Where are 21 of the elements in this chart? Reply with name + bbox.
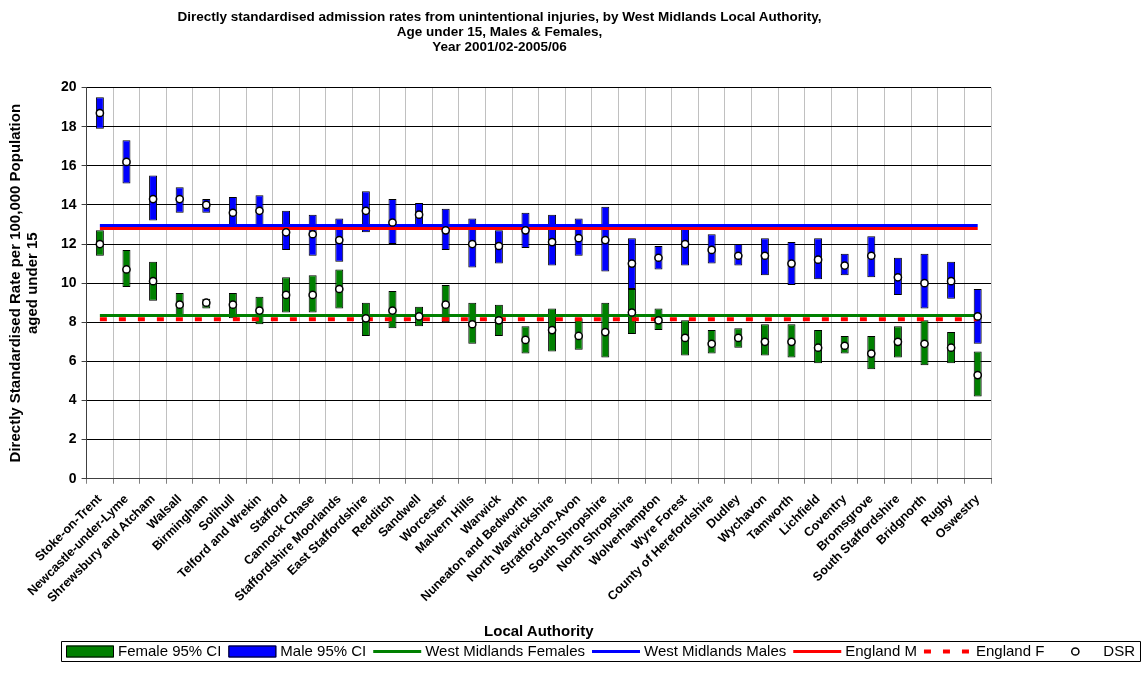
y-tick-label: 0 — [68, 469, 77, 486]
chart-title: Directly standardised admission rates from unintentional injuries, by West Midlands Local Authority, Age under 15, Males & Females, Year 2001/02-2005/06 — [177, 9, 822, 54]
legend-label: England M — [845, 641, 917, 659]
y-tick-label: 8 — [68, 313, 77, 330]
y-tick-label: 12 — [60, 234, 77, 251]
y-tick-label: 16 — [60, 156, 77, 173]
y-tick-label: 6 — [68, 352, 77, 369]
legend-label: West Midlands Females — [425, 641, 586, 659]
y-axis-title: Directly Standardised Rate per 100,000 Population aged under 15 — [6, 103, 40, 463]
legend-label: Male 95% CI — [280, 641, 367, 659]
legend-label: Female 95% CI — [118, 641, 222, 659]
y-tick-label: 14 — [60, 195, 77, 212]
y-tick-label: 4 — [68, 391, 77, 408]
y-tick-label: 20 — [60, 78, 77, 95]
x-axis-title: Local Authority — [484, 622, 595, 640]
legend-label: DSR — [1103, 641, 1136, 659]
y-tick-label: 2 — [68, 430, 77, 447]
legend-label: West Midlands Males — [643, 641, 787, 659]
y-tick-label: 10 — [60, 274, 77, 291]
legend-label: England F — [975, 641, 1045, 659]
y-tick-label: 18 — [60, 117, 77, 134]
